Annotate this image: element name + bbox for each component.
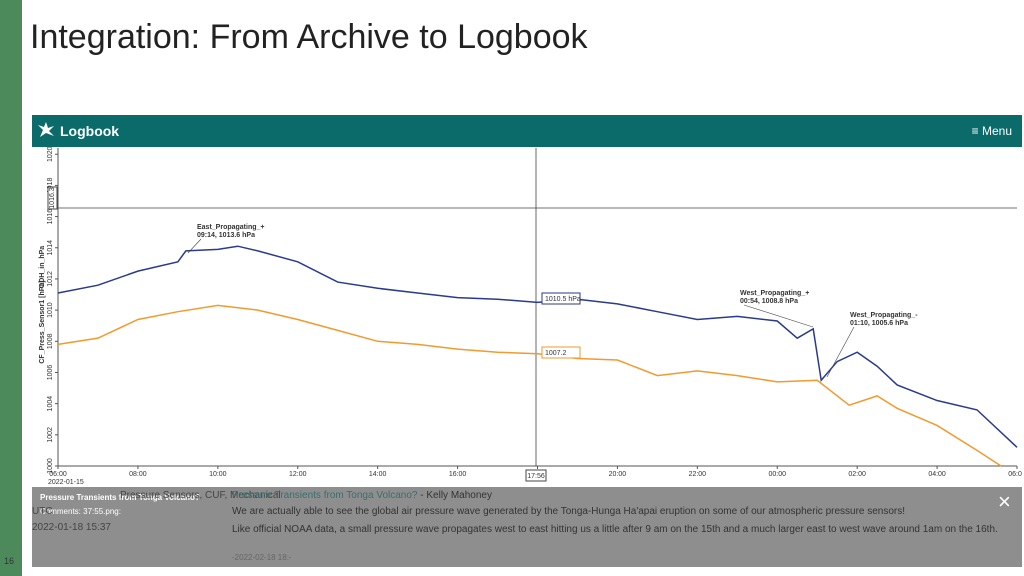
y-axis-label: CF_Press_Sensor1 [hPa] xyxy=(39,280,46,363)
annotation-leader xyxy=(743,304,814,328)
series-line xyxy=(57,245,1018,448)
entry-body: We are actually able to see the global a… xyxy=(232,506,906,517)
close-button[interactable]: × xyxy=(998,489,1011,514)
x-tick-label: 14:00 xyxy=(369,471,387,478)
annotation-leader xyxy=(826,326,855,378)
annotation-leader xyxy=(187,238,202,254)
app-header: Logbook ≡ Menu xyxy=(32,115,1022,147)
y-axis-label: ODH_in_hPa xyxy=(39,246,46,289)
value-label: 1007.2 xyxy=(545,350,567,357)
x-tick-label: 22:00 xyxy=(689,471,707,478)
page-number: 16 xyxy=(4,556,15,566)
y-tick-label: 1006 xyxy=(47,365,54,381)
caption-title: Pressure Transients from Tonga Volcano? xyxy=(40,493,200,502)
logo-icon xyxy=(38,122,54,137)
screenshot: Logbook ≡ Menu 1000 1002 1004 1006 1008 1010 1… xyxy=(32,115,1022,567)
entry-footer: -2022-02-18 18:- xyxy=(232,553,292,562)
cursor-time: 17:56 xyxy=(527,473,545,480)
y-tick-label: 1014 xyxy=(47,240,54,256)
value-label: 1010.5 hPa xyxy=(545,296,581,303)
y-tick-label: 1018 xyxy=(47,178,54,194)
app-name[interactable]: Logbook xyxy=(60,123,120,139)
entry-body: Like official NOAA data, a small pressur… xyxy=(232,524,998,535)
x-tick-label: 10:00 xyxy=(209,471,227,478)
x-tick-label: 04:00 xyxy=(928,471,946,478)
entry-zone: UTC xyxy=(32,506,53,517)
annotation-title: West_Propagating_+ xyxy=(740,290,809,297)
series-line xyxy=(57,304,1002,467)
x-tick-label: 02:00 xyxy=(848,471,866,478)
chart: 1000 1002 1004 1006 1008 1010 1012 1014 1016 1018… xyxy=(32,147,1022,487)
entry-date: 2022-01-18 15:37 xyxy=(32,522,111,533)
entry-author: - Kelly Mahoney xyxy=(417,490,492,501)
annotation-text: 00:54, 1008.8 hPa xyxy=(740,298,798,305)
menu-button[interactable]: ≡ Menu xyxy=(971,124,1012,138)
y-tick-label: 1016 xyxy=(47,209,54,225)
y-tick-label: 1010 xyxy=(47,302,54,318)
x-start-date: 2022-01-15 xyxy=(48,479,84,486)
value-box xyxy=(541,346,581,359)
value-box xyxy=(541,292,581,305)
y-tick-label: 1012 xyxy=(47,271,54,287)
x-tick-label: 00:00 xyxy=(768,471,786,478)
x-tick-label: 12:00 xyxy=(289,471,307,478)
cursor-level: 1016.3 xyxy=(49,187,56,209)
y-tick-label: 1004 xyxy=(47,396,54,412)
x-tick-label: 06:00 xyxy=(49,471,67,478)
x-tick-label: 20:00 xyxy=(609,471,627,478)
entry-meta: Pressure Sensors, CUF, Mechanical xyxy=(120,490,281,501)
annotation-title: East_Propagating_+ xyxy=(197,224,265,231)
entry-overlay: Pressure Transients from Tonga Volcano? … xyxy=(32,487,1022,567)
y-tick-label: 1002 xyxy=(47,427,54,443)
x-tick-label: 08:00 xyxy=(129,471,147,478)
slide-title: Integration: From Archive to Logbook xyxy=(30,18,588,56)
y-tick-label: 1000 xyxy=(47,458,54,474)
cursor-box xyxy=(525,469,547,482)
x-tick-label: 16:00 xyxy=(449,471,467,478)
annotation-title: West_Propagating_- xyxy=(850,312,918,319)
accent-bar xyxy=(0,0,22,576)
menu-label[interactable]: Menu xyxy=(981,124,1012,138)
caption-file: Comments: 37:55.png: xyxy=(40,507,121,516)
y-tick-label: 1008 xyxy=(47,333,54,349)
entry-heading: Pressure Transients from Tonga Volcano? … xyxy=(232,490,492,501)
annotation-text: 01:10, 1005.6 hPa xyxy=(850,320,908,327)
y-tick-label: 1020 xyxy=(47,147,54,162)
annotation-text: 09:14, 1013.6 hPa xyxy=(197,232,255,239)
entry-link[interactable]: Pressure Transients from Tonga Volcano? xyxy=(232,490,418,501)
cursor-box xyxy=(47,186,58,210)
x-tick-label: 06:00 xyxy=(1008,471,1022,478)
